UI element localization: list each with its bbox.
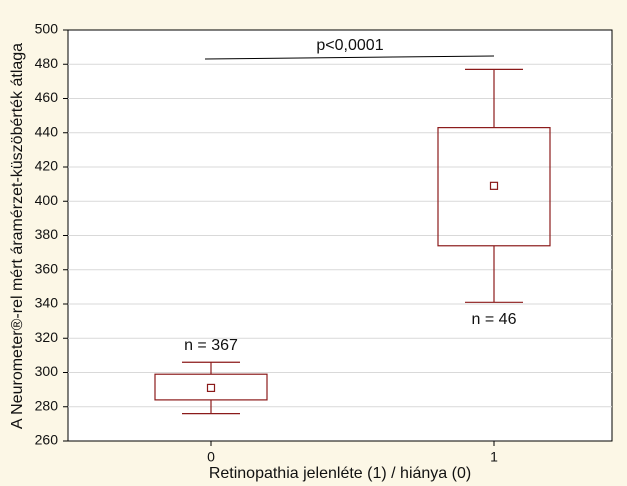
y-tick-label: 440 xyxy=(35,123,59,139)
mean-marker xyxy=(206,383,216,393)
significance-bracket xyxy=(204,55,495,60)
y-tick-label: 460 xyxy=(35,89,59,105)
box xyxy=(437,127,551,247)
y-tick-label: 380 xyxy=(35,226,59,242)
box xyxy=(154,373,268,401)
y-tick-label: 340 xyxy=(35,295,59,311)
y-tick-label: 400 xyxy=(35,192,59,208)
mean-marker xyxy=(489,181,499,190)
y-tick-label: 500 xyxy=(35,21,59,37)
y-tick-label: 480 xyxy=(35,55,59,71)
y-tick-label: 360 xyxy=(35,260,59,276)
y-tick-label: 260 xyxy=(35,432,59,448)
x-axis-label: Retinopathia jelenléte (1) / hiánya (0) xyxy=(209,465,471,482)
x-tick-label: 1 xyxy=(490,449,498,465)
y-axis-label: A Neurometer®-rel mért áramérzet-küszöbé… xyxy=(9,43,26,429)
x-tick-label: 0 xyxy=(207,449,215,465)
annotation: n = 46 xyxy=(472,311,517,328)
y-tick-label: 300 xyxy=(35,363,59,379)
annotation: p<0,0001 xyxy=(316,37,383,54)
y-tick-label: 280 xyxy=(35,397,59,413)
y-tick-label: 320 xyxy=(35,329,59,345)
annotation: n = 367 xyxy=(184,337,238,354)
y-tick-label: 420 xyxy=(35,158,59,174)
